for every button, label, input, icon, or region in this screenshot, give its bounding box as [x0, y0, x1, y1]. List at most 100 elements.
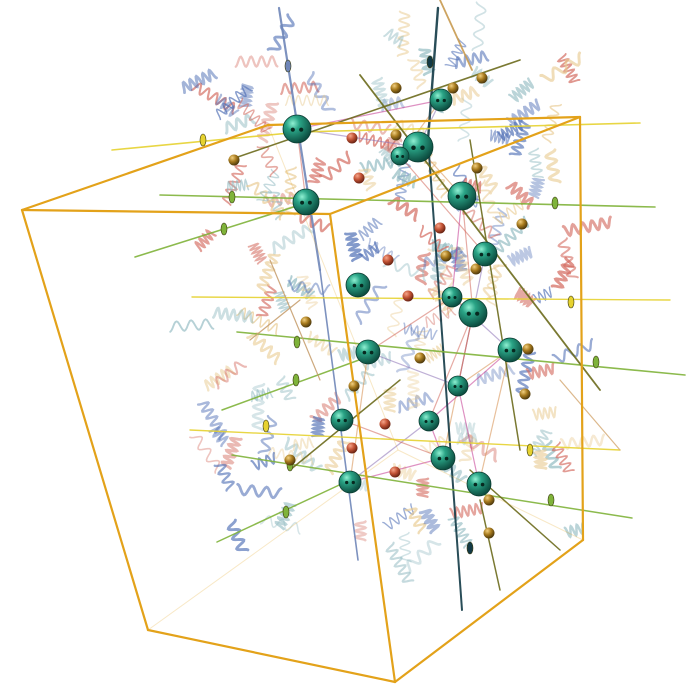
sphere-body	[447, 181, 477, 211]
small-sphere	[440, 250, 452, 262]
sphere-body	[472, 241, 498, 267]
protein-ribbon	[387, 196, 418, 222]
small-sphere	[228, 154, 240, 166]
symmetry-axis	[189, 429, 621, 451]
protein-ribbon	[306, 71, 336, 111]
protein-ribbon	[194, 229, 217, 253]
assembly-sphere	[402, 131, 434, 163]
small-sphere	[346, 132, 358, 144]
axis-marker	[551, 196, 559, 210]
symmetry-axis	[159, 194, 656, 208]
symmetry-axis	[469, 139, 521, 451]
sphere-dot	[444, 456, 449, 461]
protein-ribbon	[266, 13, 295, 51]
protein-ribbon	[287, 279, 331, 296]
assembly-sphere	[466, 471, 492, 497]
protein-ribbon	[532, 448, 549, 470]
protein-ribbon	[449, 502, 484, 520]
sphere-dot	[511, 348, 516, 353]
symmetry-axis	[249, 299, 301, 341]
protein-ribbon	[458, 432, 478, 462]
protein-ribbon	[413, 330, 429, 352]
protein-ribbon	[544, 148, 562, 184]
protein-ribbon	[250, 451, 276, 471]
protein-ribbon	[255, 284, 277, 317]
sphere-dot	[480, 482, 485, 487]
assembly-sphere	[355, 339, 381, 365]
protein-ribbon	[287, 275, 316, 300]
unit-cell-edge	[328, 115, 582, 216]
contact-link	[461, 195, 474, 314]
sphere-dot	[455, 194, 460, 199]
unit-cell-edge	[578, 115, 585, 542]
assembly-sphere	[497, 337, 523, 363]
protein-ribbon	[226, 178, 250, 193]
protein-ribbon	[385, 541, 415, 583]
unit-cell-edge	[146, 628, 397, 684]
protein-ribbon	[406, 540, 442, 574]
protein-ribbon	[492, 198, 524, 225]
unit-cell-edge	[20, 123, 270, 212]
sphere-dot	[362, 350, 367, 355]
sphere-body	[458, 298, 488, 328]
protein-ribbon	[561, 215, 612, 238]
protein-ribbon	[414, 252, 431, 286]
protein-ribbon	[383, 28, 404, 48]
sphere-body	[355, 339, 381, 365]
small-sphere	[471, 162, 483, 174]
assembly-sphere	[472, 241, 498, 267]
protein-ribbon	[418, 48, 436, 77]
protein-ribbon	[324, 440, 351, 476]
protein-ribbon	[386, 297, 406, 338]
protein-ribbon	[489, 129, 512, 146]
symmetry-axis	[269, 259, 321, 381]
protein-ribbon	[234, 54, 279, 68]
protein-ribbon	[237, 97, 272, 133]
protein-ribbon	[458, 434, 497, 463]
axis-marker	[228, 190, 236, 204]
protein-ribbon	[298, 210, 332, 233]
protein-ribbon	[454, 50, 490, 70]
protein-ribbon	[196, 401, 228, 441]
axis-marker	[292, 373, 300, 387]
protein-ribbon	[203, 365, 236, 392]
symmetry-axis	[191, 296, 671, 301]
protein-ribbon	[422, 343, 445, 364]
protein-ribbon	[208, 426, 229, 448]
protein-ribbon	[246, 332, 281, 366]
sphere-body	[430, 445, 456, 471]
assembly-sphere	[292, 188, 320, 216]
protein-ribbon	[236, 482, 283, 500]
protein-ribbon	[532, 286, 552, 304]
assembly-sphere	[345, 272, 371, 298]
sphere-dot	[343, 418, 347, 423]
unit-cell-edge	[328, 212, 397, 684]
protein-ribbon	[296, 275, 319, 310]
axis-marker	[282, 505, 290, 519]
assembly-sphere	[430, 445, 456, 471]
small-sphere	[516, 218, 528, 230]
sphere-body	[466, 471, 492, 497]
sphere-dot	[369, 350, 374, 355]
protein-ribbon	[508, 77, 535, 103]
protein-ribbon	[236, 307, 278, 336]
sphere-dot	[459, 385, 463, 388]
symmetry-axis	[427, 139, 463, 611]
assembly-sphere	[282, 114, 312, 144]
small-sphere	[390, 82, 402, 94]
sphere-dot	[359, 283, 364, 288]
protein-ribbon	[450, 246, 474, 286]
sphere-dot	[337, 418, 341, 423]
protein-ribbon	[226, 518, 250, 552]
protein-ribbon	[215, 93, 240, 117]
sphere-body	[338, 470, 362, 494]
small-sphere	[390, 129, 402, 141]
small-sphere	[519, 388, 531, 400]
protein-ribbon	[215, 361, 248, 390]
protein-ribbon	[181, 68, 218, 94]
protein-ribbon	[309, 416, 326, 438]
protein-ribbon	[496, 119, 524, 142]
sphere-dot	[479, 252, 484, 257]
